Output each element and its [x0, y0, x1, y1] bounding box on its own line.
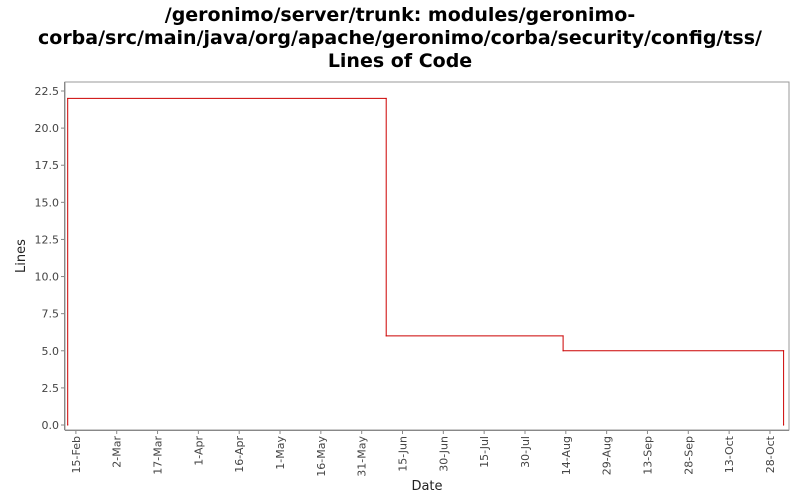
- data-point: [782, 424, 785, 426]
- x-axis-title: Date: [411, 479, 442, 494]
- y-tick-label: 17.5: [35, 159, 60, 172]
- x-tick-label: 29-Aug: [601, 436, 614, 475]
- data-point: [782, 350, 785, 352]
- y-tick-label: 15.0: [35, 196, 60, 209]
- y-tick-label: 20.0: [35, 122, 60, 135]
- y-tick-label: 5.0: [42, 345, 60, 358]
- y-tick-label: 0.0: [42, 419, 60, 432]
- x-tick-label: 28-Sep: [682, 436, 695, 475]
- x-tick-label: 15-Jul: [478, 436, 491, 468]
- y-tick-label: 10.0: [35, 271, 60, 284]
- data-point: [385, 97, 387, 100]
- chart-title-line-1: /geronimo/server/trunk: modules/geronimo…: [164, 4, 636, 26]
- plot-frame: [64, 81, 790, 431]
- x-tick-label: 15-Jun: [397, 436, 410, 472]
- x-tick-label: 2-Mar: [111, 436, 124, 468]
- y-axis: 0.0 2.5 5.0 7.5 10.0 12.5 15.0 17.5 20.0 22.5: [35, 82, 65, 432]
- series-layer: [67, 97, 785, 426]
- x-tick-label: 30-Jun: [437, 436, 450, 472]
- data-point: [385, 335, 387, 337]
- data-point: [67, 424, 69, 426]
- y-axis-title: Lines: [14, 239, 29, 273]
- x-tick-label: 14-Aug: [560, 436, 573, 475]
- x-tick-label: 1-May: [274, 436, 287, 470]
- x-tick-label: 16-May: [315, 436, 328, 477]
- plot-area: [64, 81, 790, 431]
- x-tick-label: 15-Feb: [70, 436, 83, 473]
- y-tick-label: 22.5: [35, 85, 60, 98]
- x-axis: 15-Feb 2-Mar 17-Mar 1-Apr 16-Apr 1-May 16-May 3…: [65, 430, 789, 477]
- x-tick-label: 17-Mar: [152, 436, 165, 475]
- x-tick-label: 13-Sep: [641, 436, 654, 475]
- y-tick-label: 2.5: [42, 382, 60, 395]
- chart-title: /geronimo/server/trunk: modules/geronimo…: [0, 4, 800, 73]
- y-tick-label: 12.5: [35, 233, 60, 246]
- data-point: [67, 97, 69, 100]
- x-tick-label: 13-Oct: [723, 435, 736, 473]
- data-point: [562, 335, 564, 337]
- chart-title-line-3: Lines of Code: [327, 50, 473, 72]
- y-tick-label: 7.5: [42, 308, 60, 321]
- x-tick-label: 31-May: [356, 436, 369, 477]
- x-tick-label: 1-Apr: [192, 436, 205, 466]
- x-tick-label: 30-Jul: [519, 436, 532, 468]
- data-point: [562, 350, 564, 352]
- x-tick-label: 28-Oct: [764, 435, 777, 473]
- x-tick-label: 16-Apr: [233, 436, 246, 473]
- chart-title-line-2: corba/src/main/java/org/apache/geronimo/…: [38, 27, 762, 49]
- series-line: [67, 97, 785, 425]
